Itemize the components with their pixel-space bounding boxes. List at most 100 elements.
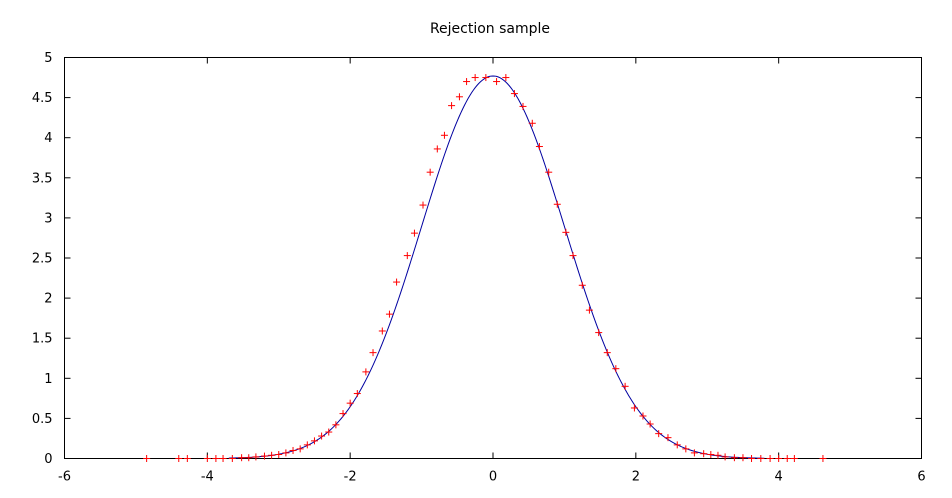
sample-point [510, 90, 518, 98]
chart-title: Rejection sample [430, 21, 550, 37]
y-tick-label: 2 [44, 292, 52, 307]
sample-point [426, 168, 434, 176]
y-tick-label: 3.5 [32, 171, 53, 186]
sample-point [819, 455, 827, 462]
x-tick-label: -2 [344, 470, 357, 485]
sample-point [339, 410, 347, 418]
sample-point [378, 327, 386, 335]
x-tick-label: 0 [489, 470, 497, 485]
sample-point [664, 434, 672, 442]
sample-point [682, 445, 690, 453]
sample-point [621, 382, 629, 390]
y-tick-label: 5 [44, 51, 52, 66]
y-tick-label: 3 [44, 211, 52, 226]
sample-point [569, 252, 577, 260]
sample-point [700, 450, 708, 458]
gaussian-curve [228, 75, 765, 459]
x-tick-label: -4 [201, 470, 214, 485]
sample-point [646, 420, 654, 428]
sample-point [252, 453, 260, 461]
sample-point [183, 455, 191, 462]
sample-point [219, 455, 227, 462]
sample-point [455, 93, 463, 101]
sample-point [721, 453, 729, 461]
x-tick-label: -6 [58, 470, 71, 485]
sample-point [783, 455, 791, 462]
sample-point [353, 390, 361, 398]
sample-point [639, 412, 647, 420]
sample-point [403, 252, 411, 260]
plot-frame [64, 57, 922, 459]
axis-ticks [64, 57, 922, 459]
sample-point [143, 455, 151, 462]
sample-point [212, 455, 220, 462]
sample-point [471, 74, 479, 82]
sample-point [260, 452, 268, 460]
sample-point [528, 119, 536, 127]
sample-point [482, 74, 490, 82]
sample-point [519, 102, 527, 110]
sample-point [346, 399, 354, 407]
sample-point [440, 131, 448, 139]
sample-point [612, 365, 620, 373]
sample-point [303, 441, 311, 449]
sample-point [790, 455, 798, 462]
sample-points [143, 74, 827, 462]
sample-point [369, 349, 377, 357]
sample-point [362, 368, 370, 376]
sample-point [766, 455, 774, 462]
y-tick-label: 4.5 [32, 91, 53, 106]
sample-point [325, 428, 333, 436]
y-tick-label: 4 [44, 131, 52, 146]
sample-point [757, 455, 765, 462]
sample-point [419, 201, 427, 209]
sample-point [655, 430, 663, 438]
y-tick-label: 0 [44, 452, 52, 467]
sample-point [502, 74, 510, 82]
sample-point [739, 454, 747, 462]
sample-point [310, 437, 318, 445]
sample-point [585, 306, 593, 314]
sample-point [748, 455, 756, 462]
sample-point [595, 329, 603, 337]
sample-point [603, 349, 611, 357]
sample-point [332, 421, 340, 429]
sample-point [562, 228, 570, 236]
sample-point [385, 310, 393, 318]
sample-point [268, 451, 276, 459]
sample-point [714, 451, 722, 459]
y-tick-label: 1 [44, 372, 52, 387]
sample-point [535, 143, 543, 151]
sample-point [318, 432, 326, 440]
y-tick-label: 1.5 [32, 332, 53, 347]
sample-point [448, 102, 456, 110]
sample-point [707, 450, 715, 458]
x-tick-label: 6 [917, 470, 925, 485]
sample-point [545, 168, 553, 176]
sample-point [282, 449, 290, 457]
sample-point [393, 278, 401, 286]
sample-point [245, 454, 253, 462]
axis-tick-labels: -6 -4 -2 0 2 4 6 0 0.5 1 1.5 2 2.5 3 3.5 4 4.5 5 [32, 51, 926, 485]
sample-point [690, 449, 698, 457]
sample-point [730, 454, 738, 462]
sample-point [673, 441, 681, 449]
sample-point [553, 200, 561, 208]
sample-point [175, 455, 183, 462]
sample-point [238, 454, 246, 462]
sample-point [228, 455, 236, 462]
x-tick-label: 2 [632, 470, 640, 485]
y-tick-label: 0.5 [32, 412, 53, 427]
sample-point [433, 145, 441, 153]
sample-point [630, 404, 638, 412]
sample-point [493, 78, 501, 86]
y-tick-label: 2.5 [32, 252, 53, 267]
sample-point [203, 455, 211, 462]
sample-point [578, 281, 586, 289]
sample-point [289, 446, 297, 454]
x-tick-label: 4 [775, 470, 783, 485]
sample-point [463, 78, 471, 86]
sample-point [775, 455, 783, 462]
sample-point [410, 229, 418, 237]
